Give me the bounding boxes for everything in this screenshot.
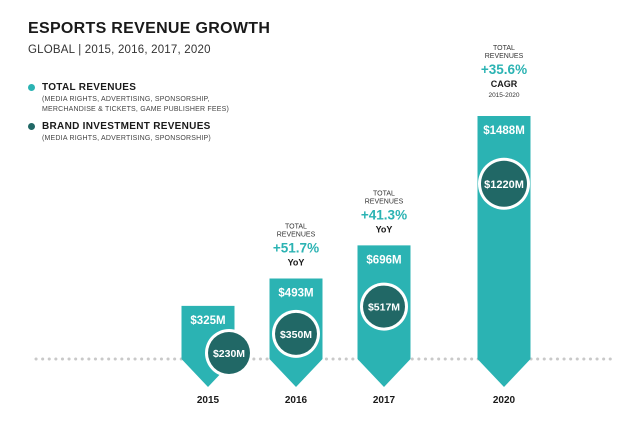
chart-title: ESPORTS REVENUE GROWTH: [28, 20, 271, 37]
label-total-2017: $696M: [366, 254, 401, 266]
label-brand-2017: $517M: [368, 302, 400, 314]
annotation-value-2017: +41.3%: [361, 207, 407, 222]
legend-desc-total-line2: MERCHANDISE & TICKETS, GAME PUBLISHER FE…: [42, 106, 230, 113]
chart-subtitle: GLOBAL | 2015, 2016, 2017, 2020: [28, 44, 211, 56]
legend-desc-total-line1: (MEDIA RIGHTS, ADVERTISING, SPONSORSHIP,: [42, 96, 210, 103]
label-brand-2015: $230M: [213, 348, 245, 360]
annotation-line2-2016: REVENUES: [277, 231, 316, 238]
legend-dot-brand: [28, 123, 35, 130]
circle-brand-2015: [208, 332, 250, 374]
circle-brand-2020: [481, 160, 527, 207]
label-total-2020: $1488M: [483, 125, 525, 137]
annotation-unit-2016: YoY: [288, 257, 305, 267]
label-brand-2020: $1220M: [484, 179, 524, 191]
legend: TOTAL REVENUES (MEDIA RIGHTS, ADVERTISIN…: [28, 82, 229, 150]
label-total-2015: $325M: [190, 315, 225, 327]
year-label-2015: 2015: [197, 395, 220, 406]
year-label-2016: 2016: [285, 395, 308, 406]
year-label-2017: 2017: [373, 395, 396, 406]
bar-total-2020: [477, 116, 531, 388]
legend-label-total: TOTAL REVENUES: [42, 82, 137, 93]
annotation-line1-2016: TOTAL: [285, 223, 307, 230]
legend-dot-total: [28, 84, 35, 91]
label-brand-2016: $350M: [280, 329, 312, 341]
annotation-line2-2017: REVENUES: [365, 198, 404, 205]
legend-label-brand: BRAND INVESTMENT REVENUES: [42, 121, 211, 132]
annotation-range-2020: 2015-2020: [488, 92, 519, 99]
annotation-line2-2020: REVENUES: [485, 53, 524, 60]
annotation-line1-2017: TOTAL: [373, 190, 395, 197]
legend-desc-brand-line1: (MEDIA RIGHTS, ADVERTISING, SPONSORSHIP): [42, 135, 211, 142]
annotation-value-2020: +35.6%: [481, 62, 527, 77]
circle-brand-2016: [275, 312, 317, 355]
annotation-unit-2017: YoY: [376, 224, 393, 234]
circle-brand-2017: [363, 285, 405, 328]
annotation-unit-2020: CAGR: [491, 79, 518, 89]
annotation-line1-2020: TOTAL: [493, 45, 515, 52]
legend-item-total-revenues: TOTAL REVENUES (MEDIA RIGHTS, ADVERTISIN…: [28, 82, 229, 115]
annotation-value-2016: +51.7%: [273, 240, 319, 255]
label-total-2016: $493M: [278, 287, 313, 299]
legend-item-brand-investment: BRAND INVESTMENT REVENUES (MEDIA RIGHTS,…: [28, 121, 229, 144]
year-label-2020: 2020: [493, 395, 516, 406]
